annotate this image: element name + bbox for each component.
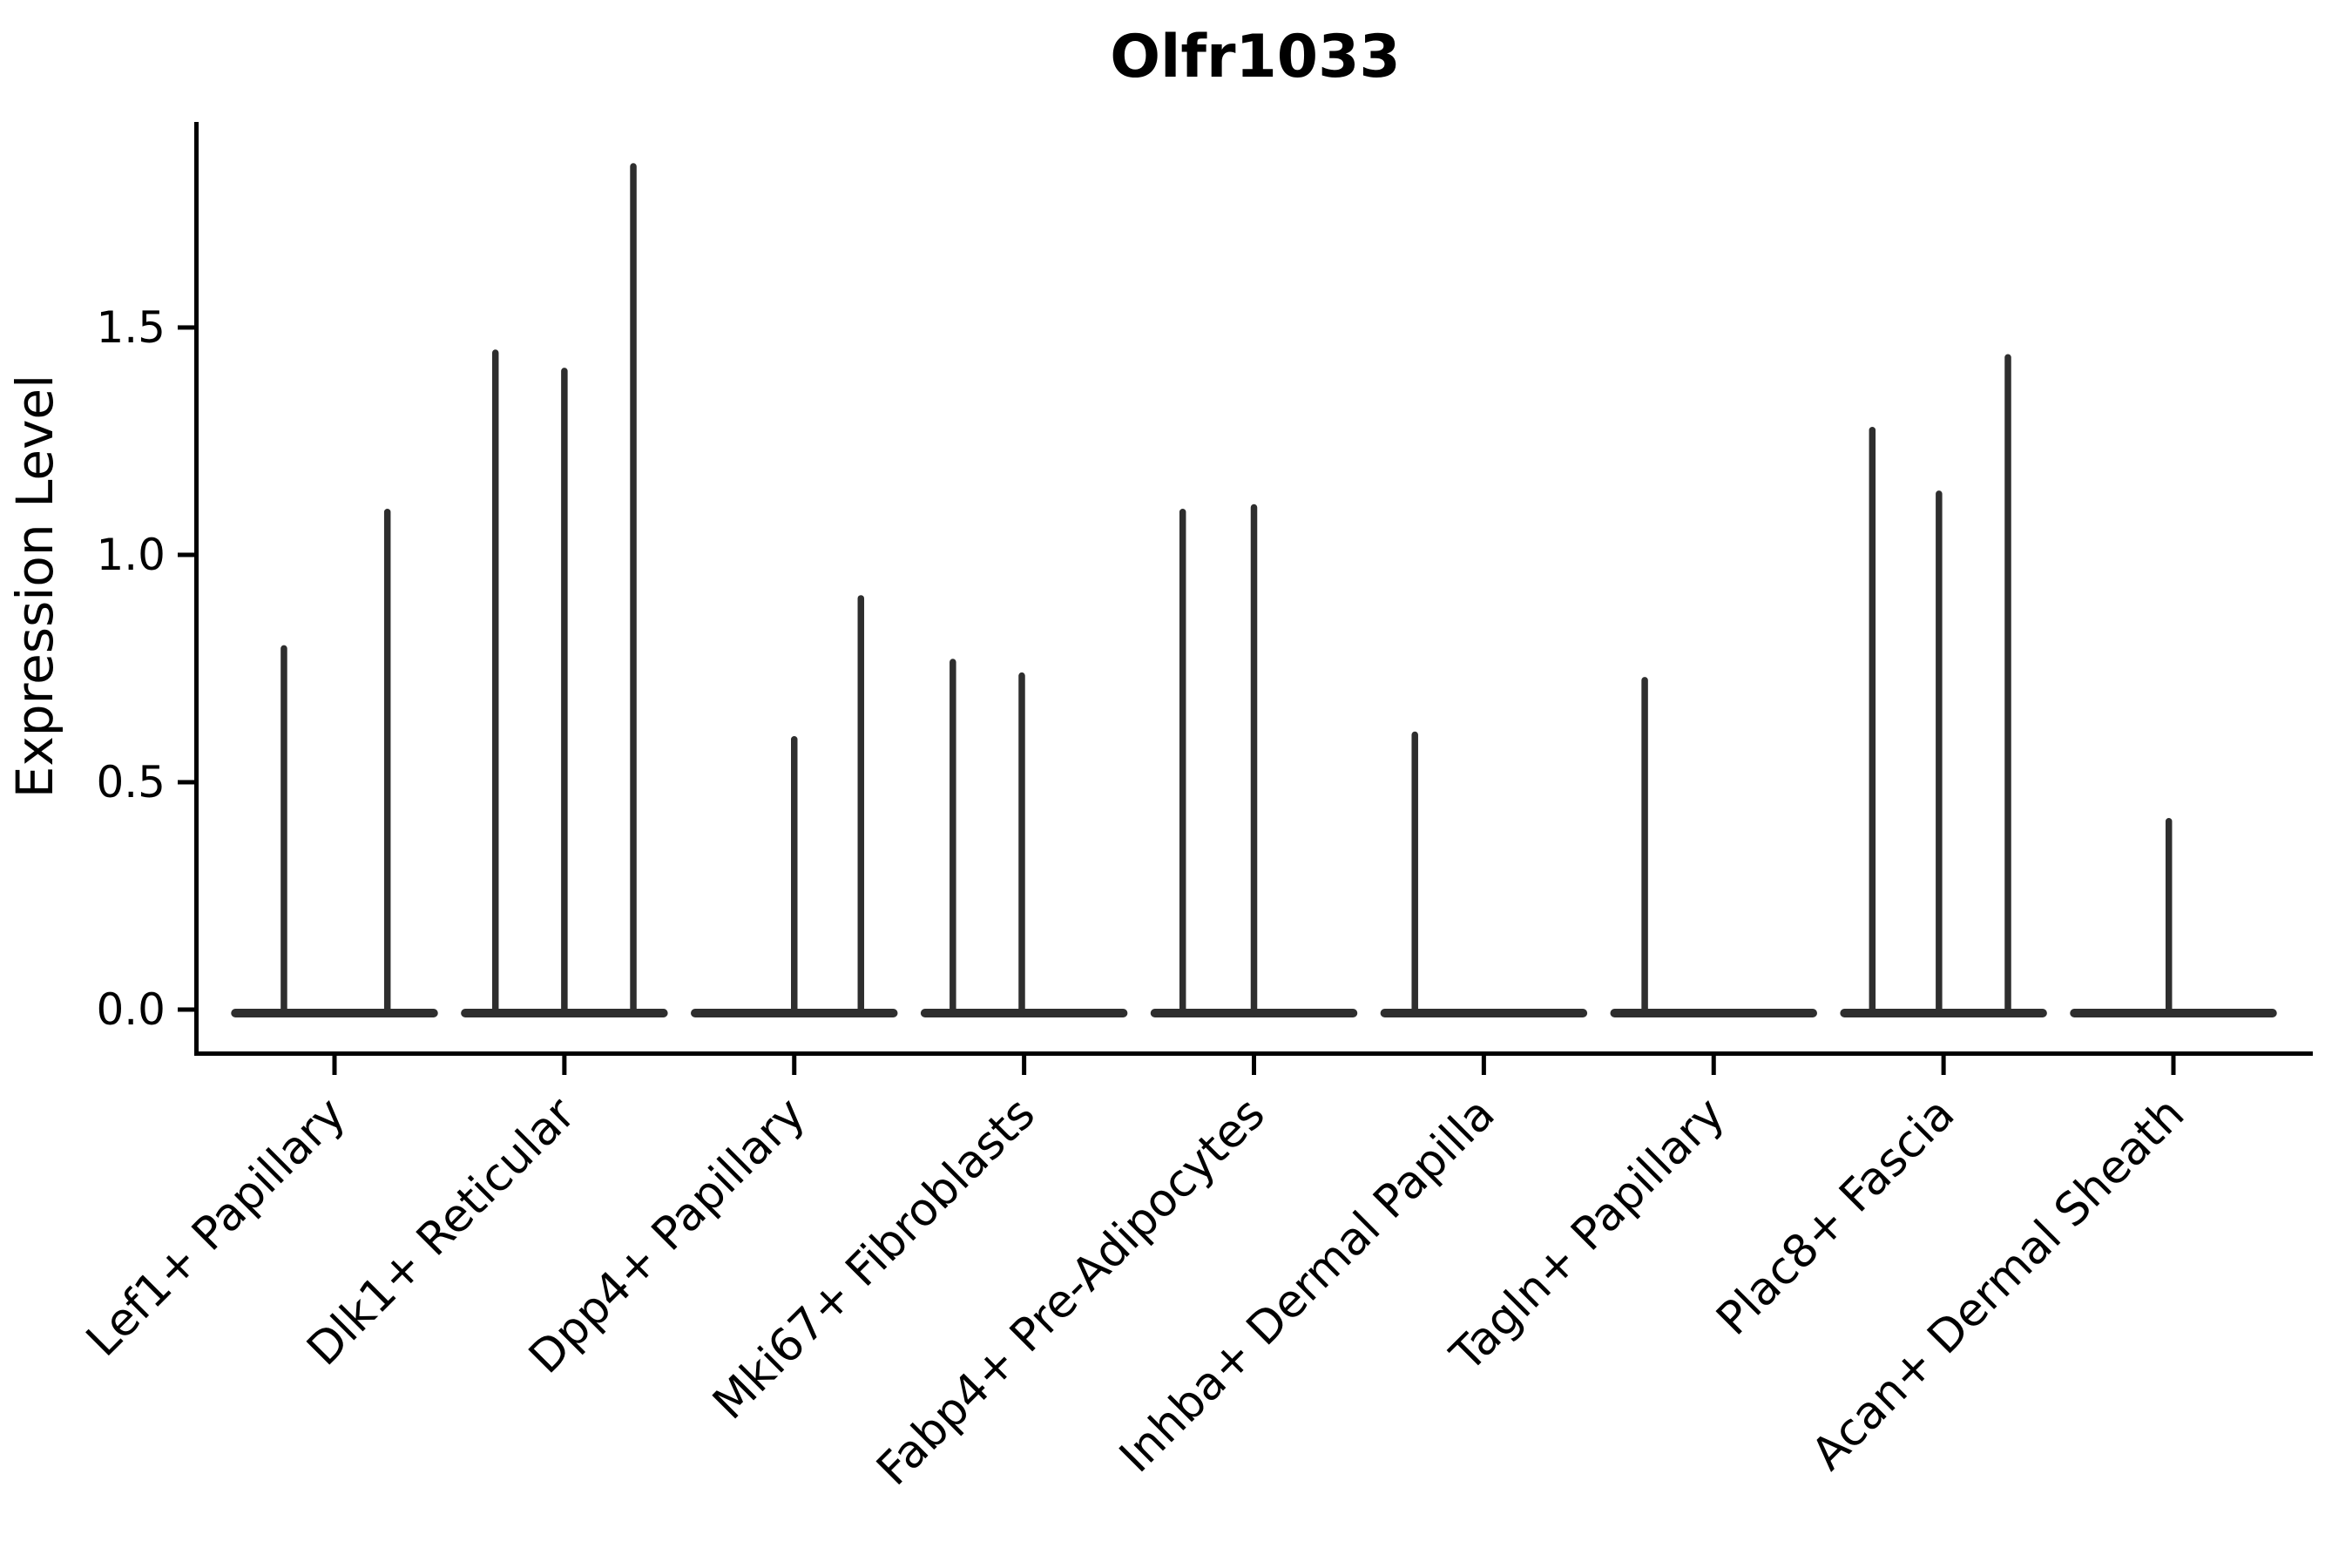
y-tick [178, 1007, 194, 1012]
y-tick [178, 780, 194, 785]
x-tick-label: Acan+ Dermal Sheath [1802, 1088, 2195, 1481]
violin [231, 509, 438, 1017]
y-tick-label: 1.5 [96, 302, 166, 353]
y-axis-ticks: 0.0 0.5 1.0 1.5 [96, 302, 194, 1035]
bottom-spine [194, 1051, 2313, 1056]
violin [1380, 731, 1588, 1017]
violin [920, 659, 1128, 1017]
left-spine [194, 122, 199, 1056]
x-tick [562, 1056, 567, 1075]
x-tick-label: Fabp4+ Pre-Adipocytes [867, 1088, 1274, 1496]
y-tick [178, 325, 194, 330]
violin-baseline [2070, 1008, 2277, 1017]
x-tick [1941, 1056, 1946, 1075]
x-tick [1252, 1056, 1256, 1075]
y-axis-label: Expression Level [5, 375, 64, 798]
violin [1610, 677, 1817, 1017]
violin [1840, 354, 2047, 1017]
x-tick [2171, 1056, 2176, 1075]
y-tick-label: 0.0 [96, 984, 166, 1035]
x-tick [332, 1056, 337, 1075]
violin [691, 595, 898, 1017]
y-tick-label: 1.0 [96, 530, 166, 580]
axis-spines [194, 122, 2313, 1056]
violin-baseline [1380, 1008, 1588, 1017]
chart-title: Olfr1033 [1110, 23, 1401, 91]
violin-baseline [1610, 1008, 1817, 1017]
violin [461, 163, 668, 1017]
y-tick [178, 552, 194, 558]
x-tick [1481, 1056, 1486, 1075]
x-tick [1022, 1056, 1027, 1075]
x-tick [1711, 1056, 1716, 1075]
x-tick [792, 1056, 797, 1075]
y-tick-label: 0.5 [96, 757, 166, 808]
violin-baseline [231, 1008, 438, 1017]
violin-bodies [231, 163, 2277, 1017]
violin-baseline [1840, 1008, 2047, 1017]
violin [1150, 504, 1358, 1017]
x-tick-label: Inhba+ Dermal Papilla [1110, 1088, 1504, 1483]
violin [2070, 817, 2277, 1017]
x-tick-label: Plac8+ Fascia [1707, 1088, 1964, 1346]
